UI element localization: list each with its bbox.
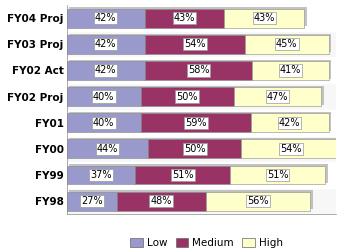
Bar bbox=[145, 35, 245, 54]
Bar bbox=[148, 139, 241, 158]
Bar bbox=[135, 166, 230, 184]
Bar bbox=[69, 7, 307, 26]
Text: 51%: 51% bbox=[172, 170, 194, 180]
Bar bbox=[66, 83, 336, 110]
Bar bbox=[66, 136, 336, 162]
Bar bbox=[69, 138, 344, 157]
Bar bbox=[66, 192, 117, 210]
Bar bbox=[66, 31, 336, 57]
Text: 44%: 44% bbox=[97, 144, 118, 154]
Bar bbox=[66, 61, 145, 80]
Bar bbox=[66, 113, 141, 132]
Text: 43%: 43% bbox=[254, 13, 275, 23]
Text: 27%: 27% bbox=[81, 196, 103, 206]
Bar bbox=[69, 164, 328, 183]
Bar bbox=[241, 139, 342, 158]
Text: 59%: 59% bbox=[185, 118, 206, 128]
Text: 56%: 56% bbox=[247, 196, 269, 206]
Text: 40%: 40% bbox=[93, 118, 114, 128]
Bar bbox=[141, 113, 251, 132]
Text: 42%: 42% bbox=[95, 66, 116, 75]
Bar bbox=[66, 9, 145, 27]
Text: 51%: 51% bbox=[267, 170, 288, 180]
Bar bbox=[66, 188, 336, 214]
Text: 43%: 43% bbox=[174, 13, 195, 23]
Text: 58%: 58% bbox=[188, 66, 209, 75]
Bar bbox=[66, 87, 141, 106]
Bar bbox=[251, 113, 329, 132]
Bar bbox=[230, 166, 325, 184]
Text: 41%: 41% bbox=[280, 66, 301, 75]
Legend: Low, Medium, High: Low, Medium, High bbox=[126, 234, 287, 252]
Text: 50%: 50% bbox=[184, 144, 205, 154]
Bar bbox=[141, 87, 234, 106]
Bar bbox=[145, 61, 252, 80]
Text: 42%: 42% bbox=[95, 13, 116, 23]
Bar bbox=[117, 192, 206, 210]
Bar bbox=[69, 86, 324, 105]
Bar bbox=[66, 35, 145, 54]
Text: 47%: 47% bbox=[267, 91, 288, 102]
Bar bbox=[69, 191, 313, 209]
Bar bbox=[206, 192, 310, 210]
Bar bbox=[234, 87, 321, 106]
Text: 37%: 37% bbox=[90, 170, 112, 180]
Bar bbox=[224, 9, 304, 27]
Bar bbox=[245, 35, 329, 54]
Text: 48%: 48% bbox=[150, 196, 172, 206]
Text: 40%: 40% bbox=[93, 91, 114, 102]
Text: 54%: 54% bbox=[281, 144, 302, 154]
Text: 45%: 45% bbox=[276, 39, 298, 49]
Text: 42%: 42% bbox=[95, 39, 116, 49]
Bar bbox=[69, 60, 331, 79]
Text: 50%: 50% bbox=[176, 91, 198, 102]
Bar bbox=[69, 112, 331, 131]
Bar bbox=[69, 34, 331, 52]
Bar bbox=[66, 166, 135, 184]
Text: 42%: 42% bbox=[279, 118, 300, 128]
Bar bbox=[66, 139, 148, 158]
Bar bbox=[145, 9, 224, 27]
Bar bbox=[252, 61, 329, 80]
Text: 54%: 54% bbox=[184, 39, 205, 49]
